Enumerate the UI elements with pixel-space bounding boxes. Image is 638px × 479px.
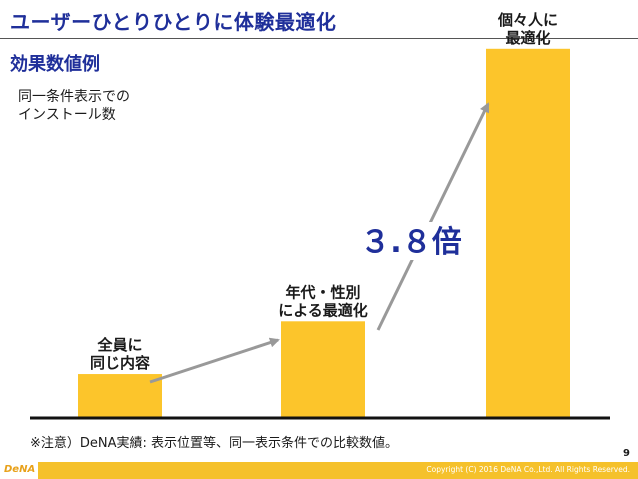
slide-title: ユーザーひとりひとりに体験最適化	[10, 10, 337, 34]
footer-bar	[0, 462, 638, 479]
growth-arrow-1	[149, 337, 280, 384]
footer-logo-area	[0, 462, 38, 479]
bar-3	[486, 48, 570, 418]
title-divider	[0, 38, 638, 39]
section-label: 効果数値例	[10, 54, 100, 75]
bar-2-label-line-2: による最適化	[278, 301, 368, 319]
metric-label-line-1: 同一条件表示での	[18, 89, 130, 105]
dena-logo: DeNA	[4, 464, 36, 475]
bar-1-label-line-1: 全員に	[96, 336, 142, 354]
growth-arrow-2	[376, 102, 490, 331]
copyright-text: Copyright (C) 2016 DeNA Co.,Ltd. All Rig…	[426, 465, 630, 474]
bar-3-label-line-2: 最適化	[505, 29, 550, 47]
footnote: ※注意）DeNA実績: 表示位置等、同一表示条件での比較数値。	[30, 436, 399, 451]
page-number: 9	[623, 448, 630, 459]
multiplier-backdrop	[358, 222, 464, 260]
bar-1	[78, 374, 162, 418]
metric-label: 同一条件表示での インストール数	[18, 88, 130, 124]
bar-2	[281, 321, 365, 418]
bar-3-label-line-1: 個々人に	[497, 11, 558, 29]
bar-1-label-line-2: 同じ内容	[90, 354, 150, 372]
multiplier-label: ３.８倍	[360, 225, 461, 260]
bar-2-label-line-1: 年代・性別	[285, 283, 360, 301]
metric-label-line-2: インストール数	[18, 107, 116, 123]
